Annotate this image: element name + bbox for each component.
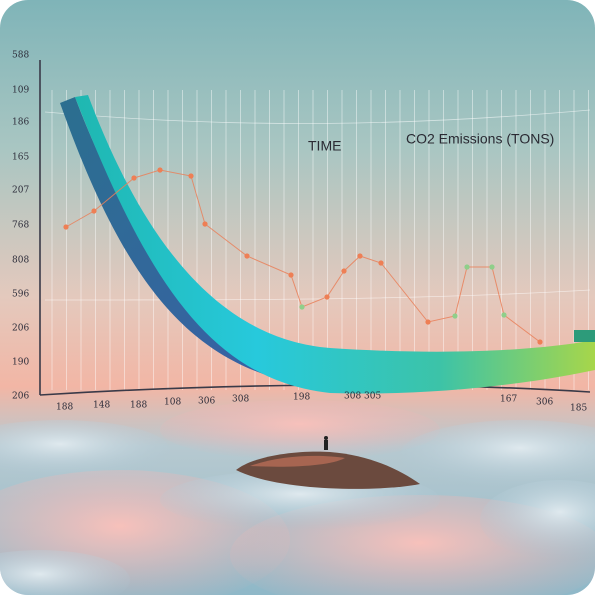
x-axis-label: 188	[56, 403, 73, 413]
trend-point	[452, 313, 458, 319]
y-axis-label: 768	[12, 221, 29, 231]
trend-point	[489, 264, 495, 270]
y-axis-label: 165	[12, 153, 29, 163]
trend-point	[63, 224, 69, 230]
x-axis-label: 306	[198, 397, 215, 407]
trend-points	[63, 167, 543, 345]
rock-highlight	[250, 455, 345, 467]
y-axis-label: 207	[12, 186, 29, 196]
y-axis-label: 808	[12, 256, 29, 266]
x-axis-label: 198	[293, 393, 310, 403]
x-axis-label: 108	[164, 398, 181, 408]
trend-point	[244, 253, 250, 259]
series-title: CO2 Emissions (TONS)	[406, 131, 554, 147]
y-axis-label: 109	[12, 86, 29, 96]
clouds	[0, 400, 595, 595]
x-axis-label: 167	[500, 395, 517, 405]
x-axis-label: 148	[93, 401, 110, 411]
ribbon	[75, 95, 595, 394]
x-title: TIME	[308, 138, 341, 154]
y-axis-label: 190	[12, 358, 29, 368]
grid-curve	[44, 109, 591, 124]
x-axis-label: 308	[232, 395, 249, 405]
grid-curve	[44, 289, 591, 301]
y-axis-label: 596	[12, 290, 29, 300]
x-axis-label: 188	[130, 401, 147, 411]
trend-point	[537, 339, 543, 345]
ribbon-end	[574, 330, 595, 342]
trend-point	[425, 319, 431, 325]
trend-point	[501, 312, 507, 318]
axis-labels: 588 109 186 165 207 768 808 596 206 190 206 188 148 1…	[12, 51, 587, 414]
x-axis-label: 185	[570, 404, 587, 414]
y-axis-label: 588	[12, 51, 29, 61]
trend-point	[202, 221, 208, 227]
trend-point	[157, 167, 163, 173]
trend-point	[378, 260, 384, 266]
trend-point	[324, 294, 330, 300]
y-axis-label: 206	[12, 392, 29, 402]
person-head	[324, 436, 328, 440]
person	[324, 440, 328, 450]
y-axis-label: 206	[12, 324, 29, 334]
trend-point	[188, 173, 194, 179]
trend-point	[131, 175, 137, 181]
trend-point	[288, 272, 294, 278]
trend-point	[341, 268, 347, 274]
trend-point	[464, 264, 470, 270]
x-axis-label: 306	[536, 398, 553, 408]
trend-point	[299, 304, 305, 310]
y-axis-label: 186	[12, 118, 29, 128]
trend-point	[91, 208, 97, 214]
trend-point	[357, 253, 363, 259]
x-axis-label: 308 305	[344, 392, 381, 402]
